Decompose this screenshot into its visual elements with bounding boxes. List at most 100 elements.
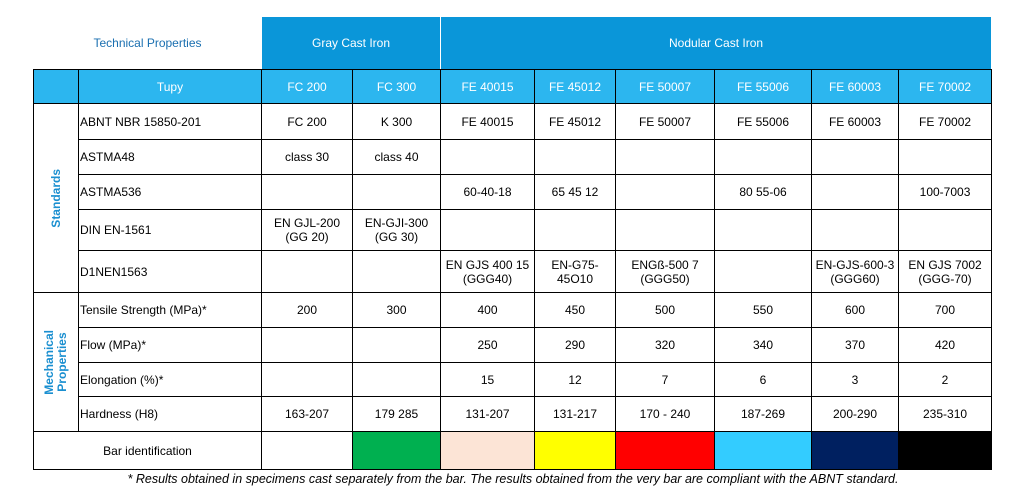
table-cell: EN GJS 400 15 (GGG40) bbox=[440, 250, 535, 293]
table-cell bbox=[615, 209, 715, 251]
column-header: FE 40015 bbox=[440, 69, 535, 104]
table-cell: 320 bbox=[615, 327, 715, 363]
table-cell: 131-207 bbox=[440, 396, 535, 432]
row-label: Tensile Strength (MPa)* bbox=[78, 292, 262, 328]
column-header: FC 300 bbox=[352, 69, 441, 104]
table-row: Standards ABNT NBR 15850-201 FC 200 K 300 FE… bbox=[33, 103, 993, 293]
table-cell bbox=[811, 174, 899, 210]
section-label-text: Mechanical Properties bbox=[42, 329, 69, 395]
table-cell bbox=[352, 362, 441, 397]
table-container: Technical Properties Gray Cast Iron Nodula… bbox=[33, 16, 993, 470]
table-cell: 2 bbox=[897, 362, 993, 397]
table-cell: 600 bbox=[811, 292, 899, 328]
table-cell: 15 bbox=[440, 362, 535, 397]
table-cell: FE 40015 bbox=[440, 103, 535, 140]
table-cell: FE 70002 bbox=[897, 103, 993, 140]
group-header: Gray Cast Iron bbox=[261, 16, 441, 70]
table-row: Flow (MPa)* 250 290 320 340 370 420 bbox=[34, 327, 993, 363]
color-swatch bbox=[811, 431, 899, 470]
table-cell: 65 45 12 bbox=[534, 174, 616, 210]
row-label: Bar identification bbox=[33, 431, 262, 470]
section-label: Standards bbox=[33, 103, 79, 293]
row-label: Hardness (H8) bbox=[78, 396, 262, 432]
color-swatch bbox=[352, 431, 441, 470]
column-header: FE 55006 bbox=[714, 69, 812, 104]
column-header: FE 70002 bbox=[897, 69, 993, 104]
table-cell: 187-269 bbox=[714, 396, 812, 432]
table-cell: 550 bbox=[714, 292, 812, 328]
table-cell bbox=[352, 174, 441, 210]
column-header: FE 50007 bbox=[615, 69, 715, 104]
table-row: DIN EN-1561 EN GJL-200 (GG 20) EN-GJI-300 … bbox=[34, 209, 993, 251]
table-row: ASTMA48 class 30 class 40 bbox=[34, 139, 993, 175]
table-cell: 80 55-06 bbox=[714, 174, 812, 210]
table-cell bbox=[534, 209, 616, 251]
table-cell: 700 bbox=[897, 292, 993, 328]
table-cell: FE 60003 bbox=[811, 103, 899, 140]
row-label: Elongation (%)* bbox=[78, 362, 262, 397]
table-cell bbox=[615, 174, 715, 210]
table-cell: 250 bbox=[440, 327, 535, 363]
header-title: Technical Properties bbox=[33, 16, 262, 70]
color-swatch bbox=[897, 431, 993, 470]
color-swatch bbox=[261, 431, 353, 470]
table-cell: EN GJL-200 (GG 20) bbox=[261, 209, 353, 251]
section-label: Mechanical Properties bbox=[33, 292, 79, 432]
table-cell bbox=[615, 139, 715, 175]
table-cell: FE 55006 bbox=[714, 103, 812, 140]
column-header: FE 60003 bbox=[811, 69, 899, 104]
table-cell: 200-290 bbox=[811, 396, 899, 432]
section-label-text: Standards bbox=[48, 168, 63, 228]
table-cell: ENGß-500 7 (GGG50) bbox=[615, 250, 715, 293]
table-cell bbox=[714, 250, 812, 293]
table-cell: 131-217 bbox=[534, 396, 616, 432]
table-cell bbox=[897, 139, 993, 175]
table-cell: FC 200 bbox=[261, 103, 353, 140]
table-cell: 290 bbox=[534, 327, 616, 363]
table-cell bbox=[714, 139, 812, 175]
table-row: Bar identification bbox=[33, 431, 993, 470]
row-label: ASTMA536 bbox=[78, 174, 262, 210]
table-cell: 163-207 bbox=[261, 396, 353, 432]
table-cell: 200 bbox=[261, 292, 353, 328]
table-cell: 60-40-18 bbox=[440, 174, 535, 210]
table-cell: 179 285 bbox=[352, 396, 441, 432]
table-cell: 370 bbox=[811, 327, 899, 363]
table-cell bbox=[811, 209, 899, 251]
table-cell: K 300 bbox=[352, 103, 441, 140]
column-header: FC 200 bbox=[261, 69, 353, 104]
table-cell: class 40 bbox=[352, 139, 441, 175]
row-label: ASTMA48 bbox=[78, 139, 262, 175]
table-cell: FE 45012 bbox=[534, 103, 616, 140]
header-cell bbox=[33, 69, 79, 104]
color-swatch bbox=[714, 431, 812, 470]
column-header: FE 45012 bbox=[534, 69, 616, 104]
table-cell: 12 bbox=[534, 362, 616, 397]
table-cell: 235-310 bbox=[897, 396, 993, 432]
table-cell bbox=[811, 139, 899, 175]
table-cell bbox=[897, 209, 993, 251]
table-cell: 300 bbox=[352, 292, 441, 328]
table-row: ASTMA536 60-40-18 65 45 12 80 55-06 100-7003 bbox=[34, 174, 993, 210]
table-cell: EN GJS 7002 (GGG-70) bbox=[897, 250, 993, 293]
table-row: Technical Properties Gray Cast Iron Nodula… bbox=[33, 16, 993, 70]
table-row: Hardness (H8) 163-207 179 285 131-207 131-21… bbox=[34, 396, 993, 432]
table-cell: 340 bbox=[714, 327, 812, 363]
table-cell: 500 bbox=[615, 292, 715, 328]
table-cell: 7 bbox=[615, 362, 715, 397]
table-cell bbox=[352, 327, 441, 363]
table-cell: EN-G75- 45O10 bbox=[534, 250, 616, 293]
table-cell bbox=[261, 362, 353, 397]
table-cell bbox=[352, 250, 441, 293]
table-row: Tupy FC 200 FC 300 FE 40015 FE 45012 FE 50007… bbox=[33, 69, 993, 104]
color-swatch bbox=[534, 431, 616, 470]
row-label: D1NEN1563 bbox=[78, 250, 262, 293]
table-cell bbox=[714, 209, 812, 251]
table-cell: 170 - 240 bbox=[615, 396, 715, 432]
table-row: Mechanical Properties Tensile Strength (M… bbox=[33, 292, 993, 432]
properties-table: Technical Properties Gray Cast Iron Nodula… bbox=[33, 16, 993, 470]
table-row: D1NEN1563 EN GJS 400 15 (GGG40) EN-G75- 45… bbox=[34, 250, 993, 293]
group-header: Nodular Cast Iron bbox=[439, 16, 993, 70]
table-cell: FE 50007 bbox=[615, 103, 715, 140]
